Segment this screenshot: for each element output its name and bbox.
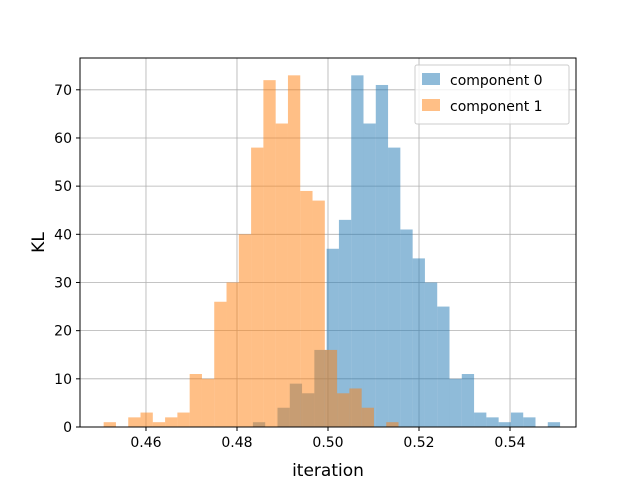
bar-component-1 — [287, 75, 301, 427]
bar-component-1 — [251, 147, 264, 427]
x-tick-label: 0.52 — [403, 435, 434, 451]
y-tick-label: 50 — [54, 179, 72, 195]
bar-component-1 — [238, 234, 252, 427]
bar-component-0 — [523, 417, 536, 427]
bar-component-0 — [351, 75, 364, 427]
x-tick-label: 0.50 — [312, 435, 343, 451]
bar-component-1 — [300, 190, 313, 427]
bar-component-1 — [189, 374, 202, 427]
y-tick-label: 60 — [54, 131, 72, 147]
y-tick-label: 20 — [54, 324, 72, 340]
bar-component-0 — [424, 282, 438, 427]
bar-component-1 — [140, 412, 153, 427]
y-axis-label: KL — [29, 232, 49, 253]
bar-component-1 — [324, 349, 338, 427]
bar-component-0 — [400, 229, 413, 427]
bar-component-0 — [375, 84, 389, 427]
y-tick-label: 70 — [54, 83, 72, 99]
bar-component-0 — [338, 219, 352, 427]
ticks: 0.46 0.48 0.50 0.52 0.54 0 10 20 30 40 50 60 70 — [54, 83, 526, 451]
bar-component-0 — [498, 422, 511, 427]
bar-component-0 — [412, 258, 425, 427]
legend-swatch-component-1 — [422, 99, 440, 111]
bar-component-1 — [361, 407, 374, 427]
bar-component-0 — [474, 412, 487, 427]
bar-component-1 — [275, 123, 288, 428]
bar-component-1 — [349, 388, 362, 427]
bar-component-0 — [449, 378, 462, 427]
bar-component-1 — [386, 422, 399, 427]
legend-box — [414, 64, 570, 125]
x-tick-label: 0.46 — [130, 435, 161, 451]
legend: component 0 component 1 — [414, 64, 570, 125]
bar-component-1 — [263, 80, 276, 427]
x-axis-label: iteration — [292, 461, 364, 480]
x-tick-label: 0.48 — [221, 435, 252, 451]
bar-component-0 — [547, 422, 561, 427]
bar-component-0 — [461, 374, 475, 427]
legend-swatch-component-0 — [422, 73, 440, 85]
x-tick-label: 0.54 — [494, 435, 525, 451]
bar-component-1 — [337, 393, 350, 427]
bar-component-0 — [388, 147, 401, 427]
legend-entry-component-0: component 0 — [450, 73, 543, 89]
bar-component-1 — [312, 200, 325, 427]
bar-component-1 — [128, 417, 141, 427]
bar-component-1 — [152, 422, 166, 427]
y-tick-label: 30 — [54, 275, 72, 291]
bar-component-0 — [486, 417, 499, 427]
bar-component-1 — [177, 412, 190, 427]
bar-component-1 — [103, 422, 116, 427]
y-tick-label: 40 — [54, 227, 72, 243]
y-tick-label: 10 — [54, 372, 72, 388]
bar-component-1 — [165, 417, 178, 427]
bar-component-0 — [437, 306, 450, 427]
y-tick-label: 0 — [63, 420, 72, 436]
bar-component-1 — [214, 301, 227, 427]
legend-entry-component-1: component 1 — [450, 99, 543, 115]
bar-component-1 — [201, 378, 215, 427]
bar-component-0 — [363, 123, 376, 428]
bar-component-1 — [226, 282, 239, 427]
bars — [103, 75, 561, 428]
bar-component-0 — [510, 412, 524, 427]
